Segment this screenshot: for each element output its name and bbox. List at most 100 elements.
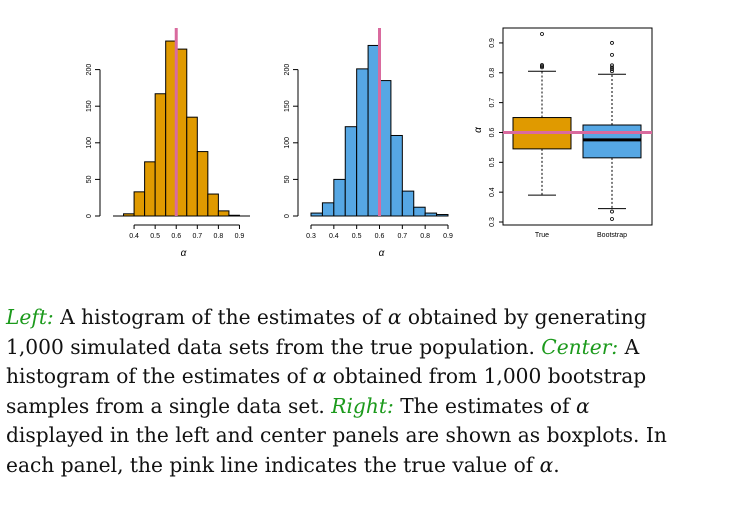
y-tick-label: 200 [284,64,291,76]
outlier-point [610,67,614,72]
caption-text: each panel, the pink line indicates the … [6,452,540,477]
y-tick-label: 100 [86,137,93,149]
histogram-bar [207,193,219,217]
histogram-bar [175,48,188,217]
caption-alpha: α [539,452,554,477]
y-tick-label: 50 [284,175,291,183]
y-tick-label: 0 [284,214,291,218]
histogram-left: 0 50 100 150 200 0.4 0.5 0.6 0.7 0.8 0.9 α [86,28,250,259]
y-tick-label: 0.8 [489,68,496,78]
caption-text: A [618,334,640,359]
histogram-bar [133,191,146,217]
y-tick-label: 50 [86,175,93,183]
caption-line-1: Left: A histogram of the estimates of α … [6,303,752,333]
x-tick-label: 0.6 [171,233,181,240]
x-tick-label: 0.5 [150,233,160,240]
caption-text: samples from a single data set. [6,393,332,418]
histogram-bar [186,116,198,217]
caption-line-6: each panel, the pink line indicates the … [6,451,752,481]
x-tick-label: 0.5 [352,233,362,240]
caption-text: The estimates of [393,393,576,418]
histogram-bar [424,212,438,217]
caption-text: . [553,452,560,477]
y-tick-label: 0.4 [489,187,496,197]
histogram-bar [356,68,369,217]
y-tick-label: 0.7 [489,98,496,108]
histogram-bar [390,134,403,217]
caption-center-label: Center: [541,334,619,359]
category-label: Bootstrap [597,232,627,239]
histogram-bar [123,213,135,217]
y-axis-label: α [473,127,484,133]
histogram-bar [413,206,426,217]
histogram-center: 0 50 100 150 200 0.3 0.4 0.5 0.6 0.7 0.8 0.9 α [284,28,453,259]
y-tick-label: 0.3 [489,217,496,227]
x-tick-label: 0.8 [214,233,224,240]
outlier-point [610,69,614,74]
outlier-point [610,63,614,68]
y-tick-label: 150 [284,100,291,112]
outlier-point [610,52,614,57]
boxplot-true: True [512,32,572,239]
caption-text: obtained from 1,000 bootstrap [326,364,647,389]
x-tick-label: 0.7 [192,233,202,240]
histogram-bar [154,93,167,217]
outlier-point [540,63,544,67]
histogram-bar [144,161,156,217]
caption-line-5: displayed in the left and center panels … [6,421,752,451]
caption-alpha: α [575,393,590,418]
x-tick-label: 0.3 [306,233,316,240]
histogram-bar [228,214,240,217]
histogram-bar [165,40,177,217]
histogram-bar [401,190,415,217]
outlier-point [540,65,544,70]
histogram-bar [321,202,335,217]
figure-caption: Left: A histogram of the estimates of α … [6,303,752,481]
caption-left-label: Left: [6,305,54,329]
x-tick-label: 0.9 [235,233,245,240]
histogram-bar [379,80,392,217]
outlier-point [540,64,544,69]
histogram-bar [344,126,358,217]
caption-line-4: samples from a single data set. Right: T… [6,392,752,422]
caption-line-2: 1,000 simulated data sets from the true … [6,333,752,363]
outlier-point [610,65,614,70]
caption-alpha: α [312,364,327,389]
x-axis-label: α [379,248,385,259]
y-tick-label: 0.5 [489,157,496,167]
figure-panels: 0 50 100 150 200 0.4 0.5 0.6 0.7 0.8 0.9 α 0 50 100 150… [86,27,653,259]
histogram-bar [217,210,230,217]
boxplot-panel: True Bootstrap 0.3 0.4 0.5 0.6 0.7 0.8 0.9 α [473,27,653,239]
caption-text: histogram of the estimates of [6,364,313,389]
x-axis-label: α [181,248,187,259]
histogram-bar [310,212,323,217]
x-tick-label: 0.6 [375,233,385,240]
outlier-point [610,209,614,214]
histogram-bar [196,151,209,217]
caption-text: A histogram of the estimates of [53,305,388,329]
caption-right-label: Right: [331,393,394,418]
x-tick-label: 0.4 [129,233,139,240]
y-tick-label: 100 [284,137,291,149]
histogram-bar [436,214,449,217]
caption-alpha: α [387,305,402,329]
y-tick-label: 0 [86,214,93,218]
outlier-point [540,32,544,36]
x-tick-label: 0.9 [443,233,453,240]
histogram-bar [333,178,346,217]
y-tick-label: 200 [86,64,93,76]
y-tick-label: 0.9 [489,38,496,48]
outlier-point [610,41,614,45]
caption-line-3: histogram of the estimates of α obtained… [6,362,752,392]
y-tick-label: 150 [86,100,93,112]
caption-text: displayed in the left and center panels … [6,423,667,448]
category-label: True [535,232,549,239]
caption-text: obtained by generating [401,305,647,329]
x-tick-label: 0.8 [420,233,430,240]
plot-frame [502,27,653,226]
boxplot-bootstrap: Bootstrap [582,41,642,239]
outlier-point [610,217,614,221]
x-tick-label: 0.7 [397,233,407,240]
x-tick-label: 0.4 [329,233,339,240]
y-tick-label: 0.6 [489,127,496,137]
